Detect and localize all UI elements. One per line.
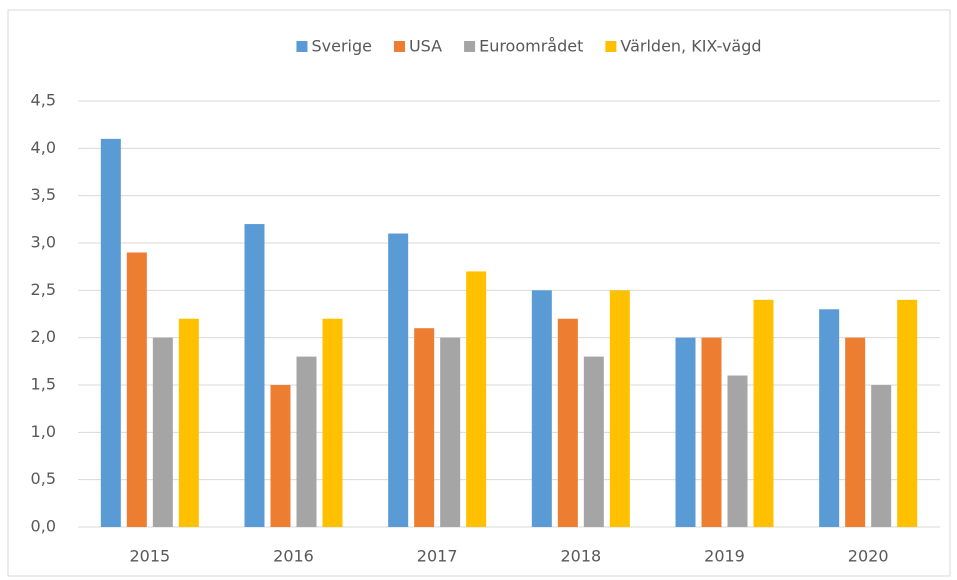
y-tick-label: 3,0: [31, 233, 56, 252]
bar: [100, 138, 121, 527]
bar: [871, 385, 892, 527]
legend-label: USA: [409, 37, 442, 56]
bar: [819, 309, 840, 527]
y-tick-label: 1,5: [31, 375, 56, 394]
x-tick-label: 2019: [704, 547, 745, 566]
legend-swatch: [393, 41, 405, 52]
bar: [388, 233, 409, 528]
bar: [414, 328, 435, 527]
bar: [322, 318, 343, 527]
bar: [152, 337, 173, 527]
y-tick-label: 2,5: [31, 280, 56, 299]
y-tick-label: 1,0: [31, 422, 56, 441]
x-tick-label: 2015: [129, 547, 170, 566]
bar: [557, 318, 578, 527]
legend-swatch: [296, 41, 308, 52]
legend-label: Euroområdet: [479, 37, 583, 56]
y-tick-label: 2,0: [31, 327, 56, 346]
bar: [126, 252, 147, 527]
bar: [244, 224, 265, 528]
bar: [897, 299, 918, 527]
bar: [675, 337, 696, 527]
bar: [609, 290, 630, 527]
x-tick-label: 2016: [273, 547, 314, 566]
bar: [583, 356, 604, 527]
bar: [296, 356, 317, 527]
y-tick-label: 4,5: [31, 91, 56, 110]
bar: [178, 318, 199, 527]
x-tick-label: 2018: [560, 547, 601, 566]
bar: [845, 337, 866, 527]
y-tick-label: 4,0: [31, 138, 56, 157]
y-tick-label: 0,0: [31, 517, 56, 536]
bar: [531, 290, 552, 527]
legend-swatch: [464, 41, 476, 52]
legend-label: Sverige: [311, 37, 372, 56]
bar: [270, 385, 291, 527]
bar: [727, 375, 748, 527]
x-tick-label: 2017: [417, 547, 458, 566]
bar: [466, 271, 487, 527]
bar: [753, 299, 774, 527]
y-tick-label: 3,5: [31, 185, 56, 204]
bar: [701, 337, 722, 527]
bar: [440, 337, 461, 527]
y-tick-label: 0,5: [31, 469, 56, 488]
x-tick-label: 2020: [848, 547, 889, 566]
legend-label: Världen, KIX-vägd: [620, 37, 761, 56]
legend-swatch: [605, 41, 617, 52]
